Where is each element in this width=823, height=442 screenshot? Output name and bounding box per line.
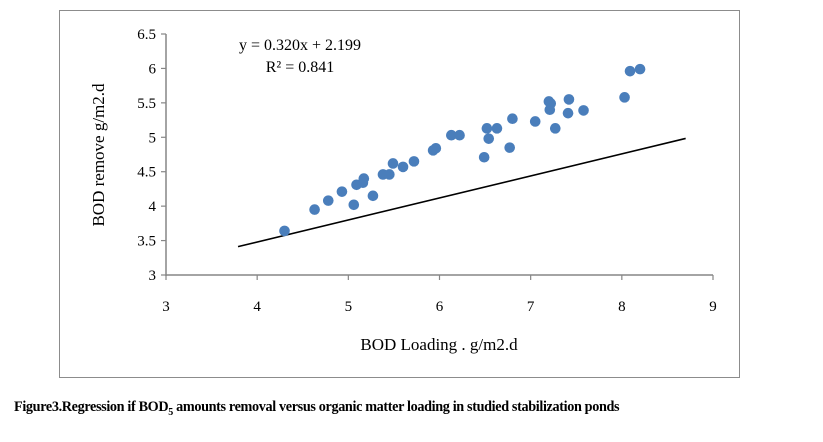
data-point bbox=[309, 204, 320, 215]
data-point bbox=[446, 129, 457, 141]
data-point bbox=[545, 98, 557, 109]
y-axis-ticks: 3 3.5 4 4.5 5 5.5 6 6.5 bbox=[137, 27, 166, 284]
y-tick-label: 4 bbox=[149, 199, 157, 215]
data-point bbox=[358, 173, 370, 184]
data-point bbox=[478, 151, 490, 163]
data-point bbox=[549, 123, 561, 134]
data-point bbox=[491, 123, 503, 134]
data-point bbox=[529, 116, 541, 127]
data-point bbox=[387, 158, 399, 169]
data-point bbox=[481, 123, 493, 134]
x-tick-label: 6 bbox=[436, 299, 444, 315]
y-tick-label: 3.5 bbox=[137, 234, 156, 250]
x-tick-label: 4 bbox=[253, 299, 261, 315]
data-point bbox=[430, 143, 442, 154]
caption-suffix: amounts removal versus organic matter lo… bbox=[172, 399, 620, 415]
x-tick-label: 3 bbox=[162, 299, 170, 315]
data-point bbox=[322, 195, 334, 206]
data-point bbox=[397, 161, 409, 173]
data-point bbox=[563, 94, 575, 105]
scatter-chart: 3 4 5 6 7 8 9 3 3.5 4 4.5 5 5.5 6 6.5 BOD Loading . g… bbox=[89, 27, 717, 354]
data-point bbox=[634, 63, 646, 75]
y-tick-label: 4.5 bbox=[137, 165, 156, 181]
figure-caption: Figure3.Regression if BOD5 amounts remov… bbox=[14, 399, 814, 418]
y-tick-label: 5.5 bbox=[137, 96, 156, 112]
data-point bbox=[348, 199, 360, 211]
y-tick-label: 6.5 bbox=[137, 27, 156, 43]
trendline bbox=[237, 137, 686, 248]
y-axis-title: BOD remove g/m2.d bbox=[89, 83, 108, 227]
x-axis-title: BOD Loading . g/m2.d bbox=[360, 335, 518, 354]
x-tick-label: 9 bbox=[709, 299, 717, 315]
x-tick-label: 8 bbox=[618, 299, 626, 315]
trendline-group bbox=[237, 137, 686, 248]
data-point bbox=[367, 190, 379, 202]
data-point bbox=[507, 113, 518, 124]
trendline-equation: y = 0.320x + 2.199 bbox=[239, 37, 361, 54]
y-tick-label: 3 bbox=[149, 268, 157, 284]
data-point bbox=[578, 105, 589, 116]
data-point bbox=[279, 225, 290, 237]
data-point bbox=[619, 92, 630, 103]
caption-prefix: Figure3.Regression if BOD bbox=[14, 399, 169, 415]
data-point bbox=[504, 142, 515, 153]
data-point bbox=[336, 186, 348, 197]
data-points bbox=[279, 63, 646, 237]
data-point bbox=[483, 133, 495, 144]
y-tick-label: 6 bbox=[149, 61, 157, 77]
trendline-r2: R² = 0.841 bbox=[266, 59, 335, 76]
chart-frame bbox=[59, 10, 740, 378]
y-tick-label: 5 bbox=[149, 130, 157, 146]
x-axis-ticks: 3 4 5 6 7 8 9 bbox=[162, 275, 717, 315]
data-point bbox=[624, 65, 636, 77]
caption-subscript: 5 bbox=[168, 406, 173, 418]
x-tick-label: 7 bbox=[527, 299, 535, 315]
data-point bbox=[454, 129, 465, 141]
data-point bbox=[562, 107, 574, 119]
data-point bbox=[384, 169, 395, 180]
data-point bbox=[408, 156, 420, 167]
x-tick-label: 5 bbox=[345, 299, 353, 315]
